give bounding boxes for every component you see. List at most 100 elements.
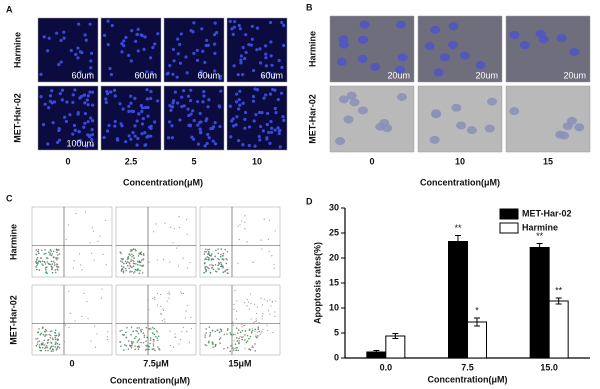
event [172, 346, 175, 348]
event [248, 308, 250, 310]
nucleus [237, 98, 241, 102]
event [219, 342, 221, 345]
nucleus [122, 39, 126, 43]
event [135, 263, 137, 265]
event [128, 262, 131, 265]
event [205, 344, 208, 347]
nucleus [268, 92, 273, 96]
nucleus [179, 32, 183, 36]
column-label: 7.5μM [143, 358, 169, 368]
event [244, 339, 246, 341]
cell [336, 57, 347, 66]
event [130, 259, 132, 261]
event [210, 254, 213, 257]
event [244, 221, 246, 223]
nucleus [189, 29, 193, 33]
event [211, 253, 213, 255]
event [172, 242, 174, 244]
event [207, 248, 209, 251]
event [44, 252, 47, 255]
event [121, 267, 124, 270]
nucleus [90, 137, 94, 142]
cell [487, 97, 498, 106]
event [259, 333, 261, 336]
event [211, 267, 213, 269]
nucleus [71, 132, 75, 136]
nucleus [176, 52, 180, 56]
event [211, 341, 214, 344]
event [208, 340, 210, 343]
cell [519, 41, 530, 50]
event [121, 258, 124, 261]
nucleus [105, 129, 110, 133]
event [129, 270, 132, 273]
event [84, 211, 87, 213]
nucleus [198, 111, 202, 116]
event [217, 264, 219, 267]
nucleus [259, 61, 263, 65]
event [44, 263, 47, 265]
nucleus [85, 98, 89, 102]
event [51, 253, 54, 255]
nucleus [230, 27, 234, 31]
y-tick-label: 0 [334, 352, 339, 362]
event [78, 253, 81, 255]
event [55, 263, 58, 265]
event [234, 289, 236, 292]
event [67, 224, 69, 226]
y-tick-label: 10 [329, 302, 339, 312]
event [239, 331, 242, 333]
nucleus [207, 136, 211, 140]
nucleus [234, 92, 239, 96]
event [36, 263, 39, 265]
event [132, 330, 134, 333]
nucleus [189, 112, 193, 116]
event [246, 340, 249, 342]
event [222, 267, 224, 269]
event [241, 326, 243, 328]
event [54, 329, 57, 332]
event [58, 343, 61, 346]
nucleus [129, 137, 133, 141]
event [225, 257, 228, 260]
nucleus [74, 52, 78, 57]
nucleus [273, 88, 277, 92]
nucleus [265, 122, 269, 127]
panel-label: C [6, 193, 13, 203]
nucleus [88, 72, 92, 76]
event [149, 342, 151, 345]
event [126, 326, 128, 329]
event [148, 309, 150, 311]
nucleus [136, 49, 140, 53]
event [122, 333, 124, 336]
event [275, 300, 277, 302]
event [102, 253, 104, 256]
event [49, 252, 51, 255]
event [209, 331, 212, 334]
nucleus [238, 89, 242, 93]
error-bar [536, 243, 543, 252]
event [234, 347, 237, 349]
cell [370, 63, 381, 72]
x-tick-label: 0.0 [380, 362, 393, 372]
nucleus [46, 142, 50, 146]
cell [357, 106, 368, 115]
nucleus [109, 90, 113, 94]
y-tick-label: 30 [329, 202, 339, 212]
event [56, 265, 58, 267]
micrograph [31, 284, 113, 356]
event [154, 298, 156, 300]
event [125, 344, 128, 347]
event [248, 337, 250, 340]
event [134, 345, 136, 347]
event [151, 326, 154, 329]
event [146, 344, 149, 347]
event [131, 342, 133, 344]
nucleus [199, 69, 203, 74]
nucleus [206, 132, 210, 137]
event [157, 335, 160, 338]
nucleus [83, 101, 87, 105]
event [39, 333, 42, 336]
error-bar [474, 317, 480, 327]
event [122, 262, 125, 265]
